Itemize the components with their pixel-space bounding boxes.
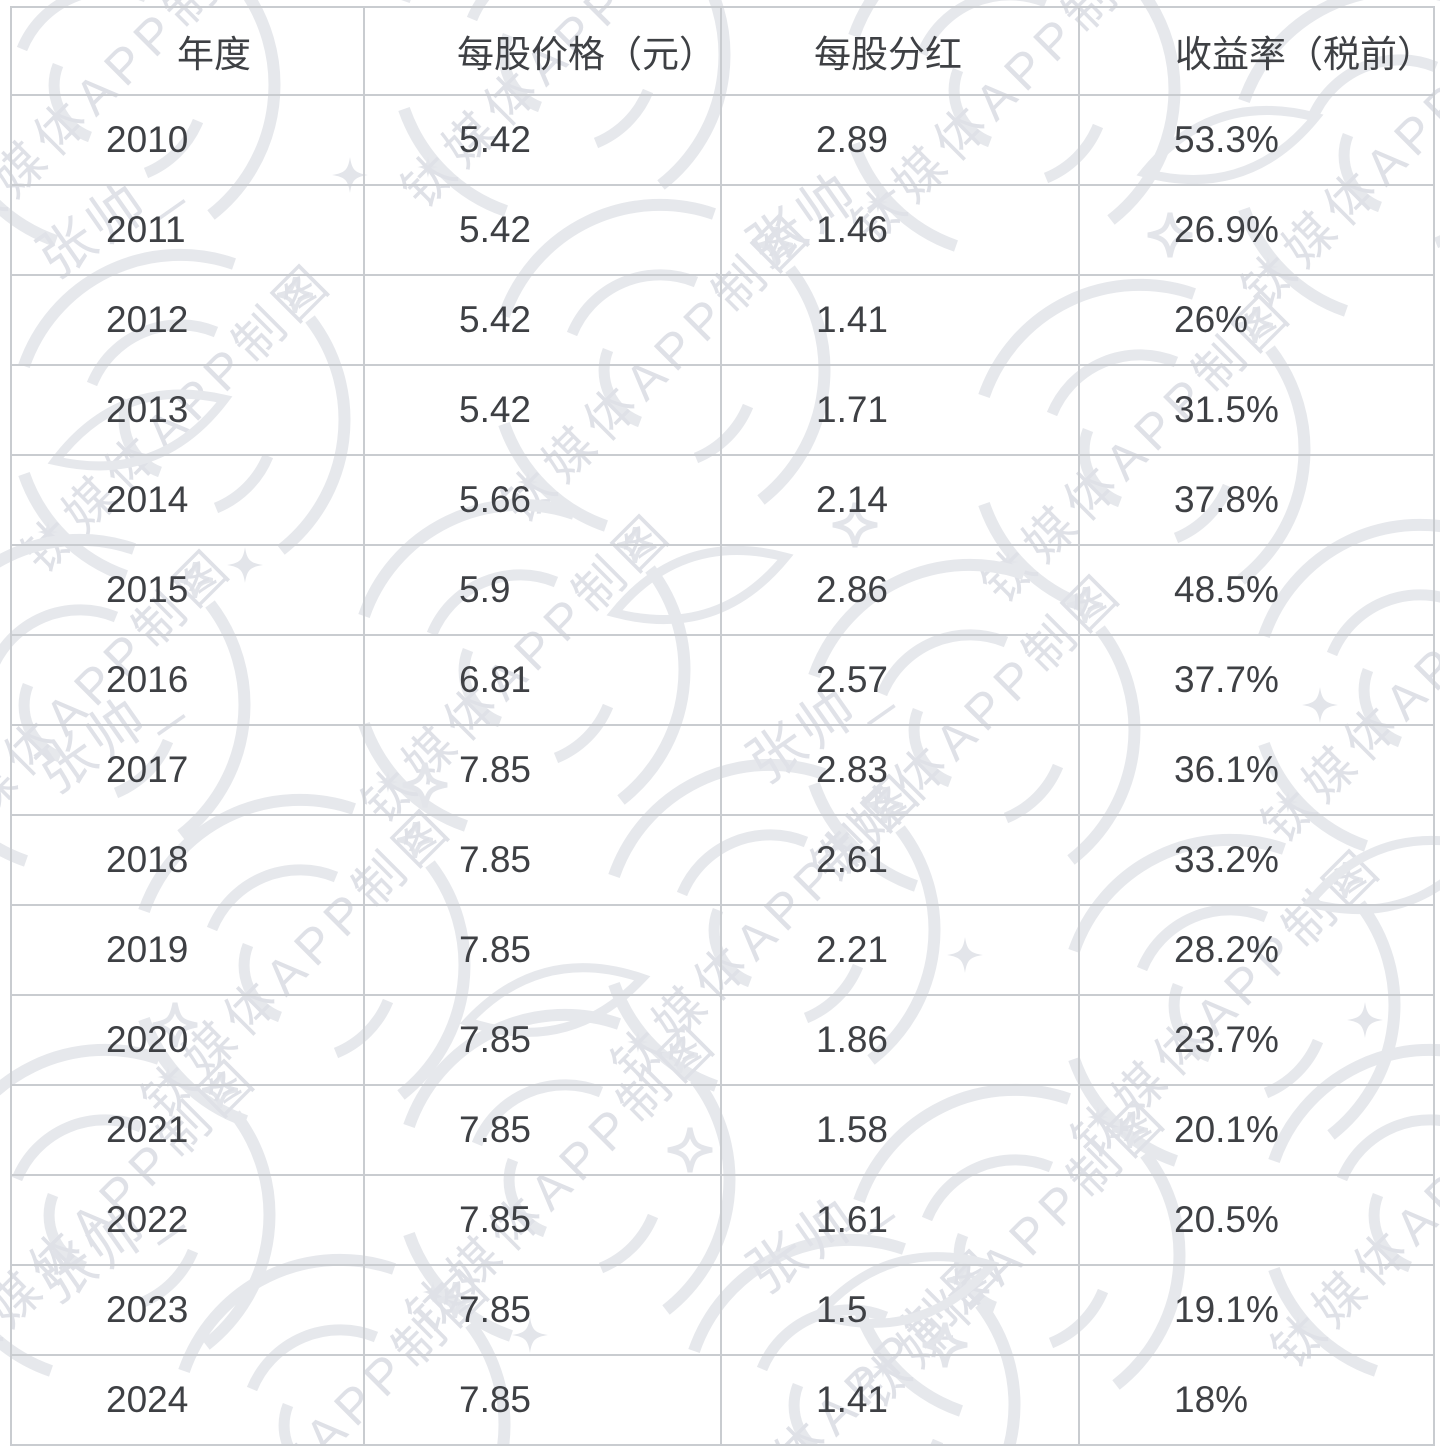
cell-year: 2024 (10, 1354, 365, 1446)
cell-yield: 37.7% (1078, 634, 1435, 726)
cell-dividend: 1.46 (720, 184, 1080, 276)
table-header-row: 年度 每股价格（元） 每股分红 收益率（税前） (10, 6, 1435, 96)
cell-yield: 20.1% (1078, 1084, 1435, 1176)
cell-dividend: 2.14 (720, 454, 1080, 546)
cell-year: 2016 (10, 634, 365, 726)
cell-dividend: 1.41 (720, 274, 1080, 366)
cell-year: 2014 (10, 454, 365, 546)
cell-price: 7.85 (363, 994, 722, 1086)
cell-price: 5.42 (363, 94, 722, 186)
cell-price: 6.81 (363, 634, 722, 726)
cell-year: 2020 (10, 994, 365, 1086)
cell-price: 7.85 (363, 1174, 722, 1266)
cell-year: 2021 (10, 1084, 365, 1176)
table-row: 2012 5.42 1.41 26% (10, 274, 1435, 366)
table-row: 2010 5.42 2.89 53.3% (10, 94, 1435, 186)
cell-dividend: 2.89 (720, 94, 1080, 186)
header-year: 年度 (10, 6, 365, 96)
cell-dividend: 2.61 (720, 814, 1080, 906)
cell-year: 2013 (10, 364, 365, 456)
cell-yield: 28.2% (1078, 904, 1435, 996)
cell-yield: 37.8% (1078, 454, 1435, 546)
cell-dividend: 2.86 (720, 544, 1080, 636)
cell-yield: 48.5% (1078, 544, 1435, 636)
table-row: 2020 7.85 1.86 23.7% (10, 994, 1435, 1086)
cell-price: 5.9 (363, 544, 722, 636)
cell-year: 2010 (10, 94, 365, 186)
table-row: 2024 7.85 1.41 18% (10, 1354, 1435, 1446)
cell-yield: 26% (1078, 274, 1435, 366)
cell-dividend: 1.5 (720, 1264, 1080, 1356)
cell-dividend: 1.71 (720, 364, 1080, 456)
cell-yield: 20.5% (1078, 1174, 1435, 1266)
cell-dividend: 1.58 (720, 1084, 1080, 1176)
cell-dividend: 2.21 (720, 904, 1080, 996)
cell-year: 2011 (10, 184, 365, 276)
cell-price: 7.85 (363, 1354, 722, 1446)
cell-price: 7.85 (363, 904, 722, 996)
cell-yield: 23.7% (1078, 994, 1435, 1086)
table-row: 2017 7.85 2.83 36.1% (10, 724, 1435, 816)
cell-year: 2015 (10, 544, 365, 636)
cell-year: 2017 (10, 724, 365, 816)
table-row: 2015 5.9 2.86 48.5% (10, 544, 1435, 636)
cell-price: 5.42 (363, 274, 722, 366)
table-row: 2013 5.42 1.71 31.5% (10, 364, 1435, 456)
table-body: 2010 5.42 2.89 53.3% 2011 5.42 1.46 26.9% 2012 5.… (10, 94, 1435, 1446)
cell-price: 7.85 (363, 1264, 722, 1356)
cell-dividend: 2.57 (720, 634, 1080, 726)
cell-year: 2012 (10, 274, 365, 366)
header-price: 每股价格（元） (363, 6, 722, 96)
cell-year: 2023 (10, 1264, 365, 1356)
table-row: 2022 7.85 1.61 20.5% (10, 1174, 1435, 1266)
cell-dividend: 1.86 (720, 994, 1080, 1086)
dividend-table: 年度 每股价格（元） 每股分红 收益率（税前） 2010 5.42 2.89 53.3… (10, 6, 1435, 1446)
cell-yield: 31.5% (1078, 364, 1435, 456)
cell-yield: 53.3% (1078, 94, 1435, 186)
cell-yield: 33.2% (1078, 814, 1435, 906)
table-row: 2019 7.85 2.21 28.2% (10, 904, 1435, 996)
cell-price: 7.85 (363, 1084, 722, 1176)
cell-price: 7.85 (363, 814, 722, 906)
cell-year: 2019 (10, 904, 365, 996)
cell-dividend: 1.61 (720, 1174, 1080, 1266)
cell-price: 5.66 (363, 454, 722, 546)
header-yield: 收益率（税前） (1078, 6, 1435, 96)
cell-price: 5.42 (363, 184, 722, 276)
cell-dividend: 2.83 (720, 724, 1080, 816)
table-row: 2018 7.85 2.61 33.2% (10, 814, 1435, 906)
table-row: 2023 7.85 1.5 19.1% (10, 1264, 1435, 1356)
table-row: 2016 6.81 2.57 37.7% (10, 634, 1435, 726)
header-dividend: 每股分红 (720, 6, 1080, 96)
cell-yield: 36.1% (1078, 724, 1435, 816)
cell-price: 7.85 (363, 724, 722, 816)
table-row: 2021 7.85 1.58 20.1% (10, 1084, 1435, 1176)
table-row: 2011 5.42 1.46 26.9% (10, 184, 1435, 276)
cell-year: 2018 (10, 814, 365, 906)
cell-yield: 18% (1078, 1354, 1435, 1446)
cell-yield: 26.9% (1078, 184, 1435, 276)
cell-price: 5.42 (363, 364, 722, 456)
cell-yield: 19.1% (1078, 1264, 1435, 1356)
table-row: 2014 5.66 2.14 37.8% (10, 454, 1435, 546)
cell-year: 2022 (10, 1174, 365, 1266)
cell-dividend: 1.41 (720, 1354, 1080, 1446)
